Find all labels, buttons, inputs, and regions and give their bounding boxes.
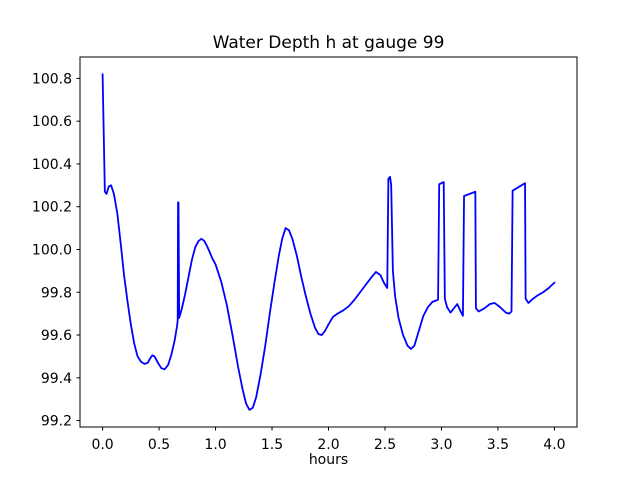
x-tick-label: 0.5 (148, 437, 170, 453)
water-depth-line (101, 73, 556, 411)
x-tick-label: 3.5 (487, 437, 509, 453)
x-tick-label: 0.0 (91, 437, 113, 453)
y-tick-label: 100.8 (32, 71, 72, 87)
y-tick-label: 100.2 (32, 200, 72, 216)
x-tick-label: 4.0 (543, 437, 565, 453)
plot-border (79, 56, 578, 428)
y-tick-label: 100.0 (32, 242, 72, 258)
y-tick-label: 100.6 (32, 114, 72, 130)
y-tick-label: 99.6 (41, 328, 72, 344)
x-axis-label: hours (308, 452, 349, 468)
x-tick-label: 3.0 (430, 437, 452, 453)
x-tick-label: 2.5 (374, 437, 396, 453)
x-tick-label: 1.0 (204, 437, 226, 453)
chart-title: Water Depth h at gauge 99 (212, 33, 445, 53)
y-tick-label: 99.8 (41, 285, 72, 301)
y-tick-label: 100.4 (32, 157, 72, 173)
x-tick-label: 2.0 (317, 437, 339, 453)
y-tick-label: 99.4 (41, 371, 72, 387)
x-tick-label: 1.5 (261, 437, 283, 453)
y-tick-label: 99.2 (41, 414, 72, 430)
